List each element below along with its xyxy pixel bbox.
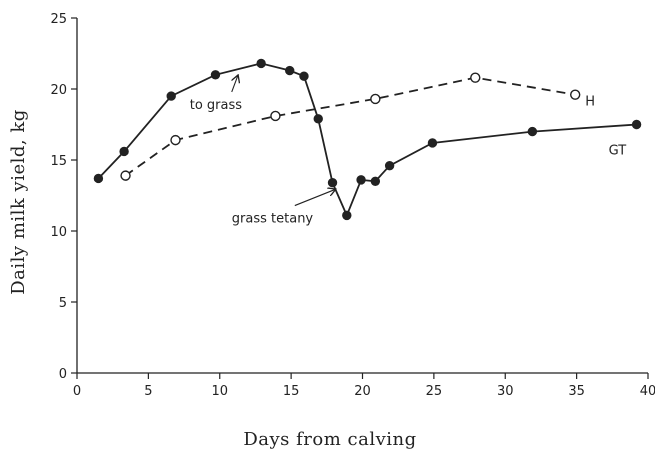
axes: 0 5 10 15 20 25 30 35 40 0 5 10 15 20 25 [50, 12, 655, 399]
series-point-gt [342, 210, 352, 221]
series-point-gt [313, 114, 323, 124]
series-point-h [470, 72, 481, 83]
x-tick-label: 30 [497, 384, 514, 399]
series-point-h [170, 134, 181, 146]
y-tick-label: 20 [50, 83, 67, 98]
y-axis-label: Daily milk yield, kg [8, 109, 29, 295]
x-tick-label: 10 [211, 384, 228, 399]
x-tick-label: 40 [640, 384, 655, 399]
x-tick-label: 5 [144, 384, 152, 399]
x-tick-label: 20 [354, 384, 371, 399]
series-point-h [270, 110, 281, 122]
series-label-gt: GT [609, 144, 627, 159]
series-point-gt [356, 175, 366, 185]
x-tick-label: 25 [426, 384, 443, 399]
series-point-gt [384, 160, 395, 171]
y-tick-label: 25 [50, 12, 67, 27]
series-layer: GT H [93, 58, 642, 221]
series-point-gt [631, 119, 642, 130]
series-point-h [569, 89, 581, 100]
y-tick-label: 0 [59, 367, 67, 382]
x-axis-label: Days from calving [243, 429, 416, 449]
series-point-gt [93, 173, 104, 184]
annotation-label: to grass [190, 98, 243, 113]
annotation-layer: to grass grass tetany [190, 76, 335, 227]
annotation-arrow [231, 76, 238, 93]
y-tick-label: 5 [59, 296, 67, 311]
series-point-gt [119, 146, 129, 157]
series-point-gt [327, 178, 338, 188]
series-point-gt [256, 58, 266, 69]
annotation-label: grass tetany [232, 212, 314, 227]
series-point-gt [427, 138, 438, 148]
series-line-h [124, 76, 576, 177]
series-point-h [370, 93, 381, 105]
series-point-gt [166, 91, 176, 101]
y-tick-label: 10 [50, 225, 67, 240]
x-tick-label: 0 [73, 384, 81, 399]
y-tick-label: 15 [50, 154, 67, 169]
x-tick-label: 35 [568, 384, 585, 399]
series-point-gt [299, 71, 309, 81]
series-point-gt [210, 70, 221, 80]
series-point-gt [284, 65, 295, 76]
series-point-h [120, 170, 131, 181]
series-line-gt [97, 62, 637, 218]
x-tick-label: 15 [283, 384, 300, 399]
series-point-gt [370, 176, 381, 187]
series-point-gt [527, 126, 538, 137]
series-label-h: H [585, 95, 595, 110]
annotation-arrow [294, 190, 335, 207]
